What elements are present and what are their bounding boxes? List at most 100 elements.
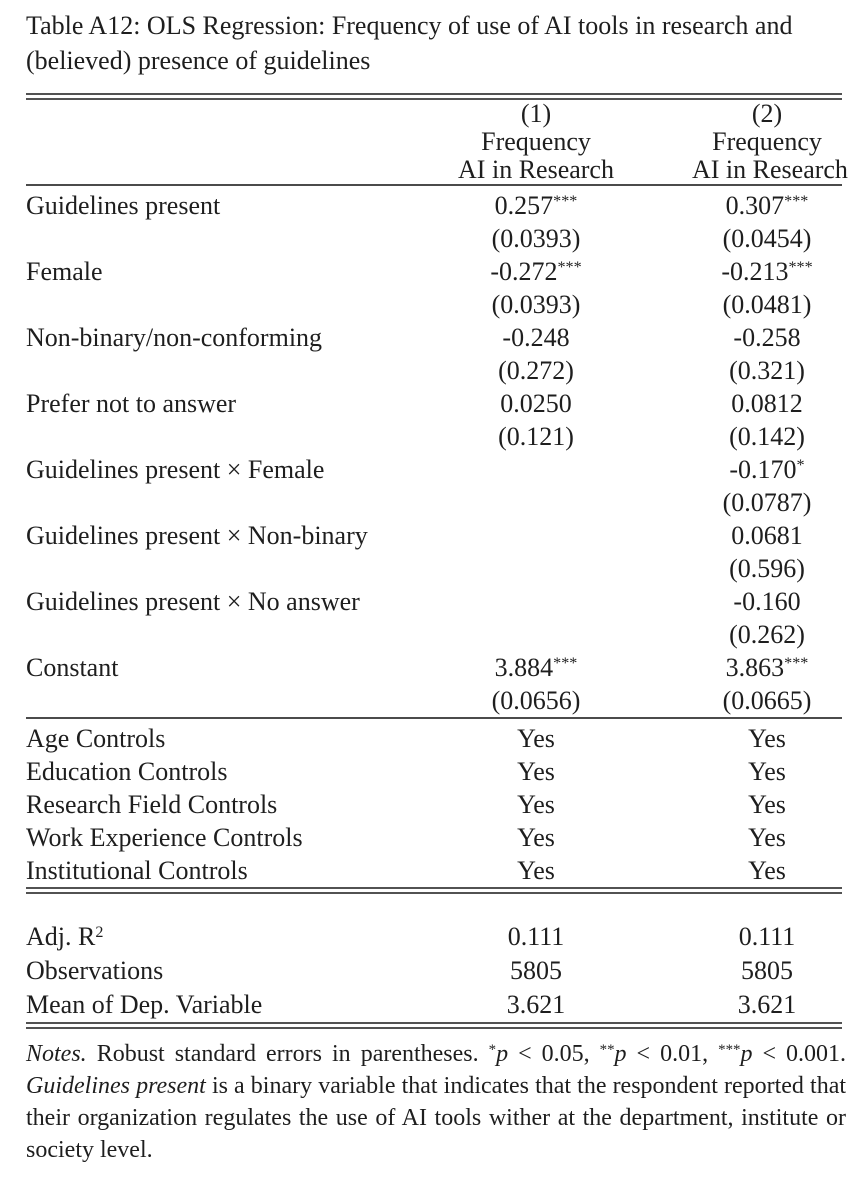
std-error: (0.121) xyxy=(498,422,574,451)
control-row: Institutional Controls Yes Yes xyxy=(26,854,842,888)
coef-value: 3.884*** xyxy=(494,653,578,682)
column-2-number: (2) xyxy=(751,99,783,128)
std-error xyxy=(406,552,666,585)
row-label: Non-binary/non-conforming xyxy=(26,323,323,352)
control-value: Yes xyxy=(748,823,786,852)
se-row: (0.0656) (0.0665) xyxy=(26,684,842,718)
se-row: (0.272) (0.321) xyxy=(26,354,842,387)
row-label: Work Experience Controls xyxy=(26,823,303,852)
significance-stars: * xyxy=(796,456,805,474)
table-caption: Table A12: OLS Regression: Frequency of … xyxy=(26,11,793,75)
control-value: Yes xyxy=(748,790,786,819)
column-number-row: (1) (2) xyxy=(26,99,842,128)
coef-value: 0.307*** xyxy=(725,191,809,220)
notes-label: Notes. xyxy=(26,1041,87,1067)
std-error: (0.321) xyxy=(729,356,805,385)
row-label: Guidelines present xyxy=(26,191,221,220)
coef-value: 0.257*** xyxy=(494,191,578,220)
std-error: (0.0787) xyxy=(722,488,812,517)
p-symbol: p xyxy=(496,1041,509,1067)
column-1-depvar-line2: AI in Research xyxy=(458,155,614,184)
row-label: Adj. R2 xyxy=(26,922,104,951)
std-error: (0.596) xyxy=(729,554,805,583)
coef-value xyxy=(406,519,666,552)
coef-value: -0.258 xyxy=(733,323,801,352)
se-row: (0.596) xyxy=(26,552,842,585)
row-label: Education Controls xyxy=(26,757,228,786)
coef-value: 0.0681 xyxy=(731,521,803,550)
control-value: Yes xyxy=(748,757,786,786)
row-label: Mean of Dep. Variable xyxy=(26,990,263,1019)
r-squared-exponent: 2 xyxy=(95,923,104,941)
stats-double-rule xyxy=(26,887,842,894)
std-error: (0.0656) xyxy=(491,686,581,715)
coef-row: Female -0.272*** -0.213*** xyxy=(26,255,842,288)
controls-section: Age Controls Yes Yes Education Controls … xyxy=(26,722,842,920)
row-label: Guidelines present × Non-binary xyxy=(26,521,368,550)
stat-value: 3.621 xyxy=(737,990,797,1019)
row-label: Research Field Controls xyxy=(26,790,278,819)
stat-row: Adj. R2 0.111 0.111 xyxy=(26,920,842,954)
stat-value: 5805 xyxy=(510,956,562,985)
coef-row: Guidelines present × No answer -0.160 xyxy=(26,585,842,618)
control-row: Work Experience Controls Yes Yes xyxy=(26,821,842,854)
column-1-depvar-line1: Frequency xyxy=(481,127,591,156)
coef-row: Guidelines present × Female -0.170* xyxy=(26,453,842,486)
control-value: Yes xyxy=(748,856,786,885)
std-error: (0.0393) xyxy=(491,290,581,319)
control-value: Yes xyxy=(517,724,555,753)
significance-stars: *** xyxy=(553,192,578,210)
column-2-depvar-line2: AI in Research xyxy=(692,155,848,184)
control-row: Education Controls Yes Yes xyxy=(26,755,842,788)
stat-value: 0.111 xyxy=(738,922,796,951)
controls-rule xyxy=(26,717,842,722)
coef-value xyxy=(406,585,666,618)
header-empty-cell xyxy=(26,99,406,128)
significance-stars: *** xyxy=(788,258,813,276)
coef-value: 0.0250 xyxy=(500,389,572,418)
coefficients-section: Guidelines present 0.257*** 0.307*** (0.… xyxy=(26,189,842,722)
std-error xyxy=(406,486,666,519)
header-rule xyxy=(26,184,842,189)
notes-term: Guidelines present xyxy=(26,1073,206,1099)
section-spacer xyxy=(26,893,842,920)
p-symbol: p xyxy=(740,1041,753,1067)
se-row: (0.0393) (0.0454) xyxy=(26,222,842,255)
coef-value: -0.160 xyxy=(733,587,801,616)
control-value: Yes xyxy=(517,757,555,786)
coef-value: -0.272*** xyxy=(490,257,582,286)
coef-value: -0.248 xyxy=(502,323,570,352)
row-label: Female xyxy=(26,257,103,286)
significance-stars: *** xyxy=(784,192,809,210)
table-header: (1) (2) Frequency Frequency AI in Resear… xyxy=(26,93,848,189)
coef-value: -0.170* xyxy=(729,455,805,484)
row-label: Constant xyxy=(26,653,119,682)
coef-row: Guidelines present × Non-binary 0.0681 xyxy=(26,519,842,552)
std-error: (0.0454) xyxy=(722,224,812,253)
std-error: (0.142) xyxy=(729,422,805,451)
se-row: (0.262) xyxy=(26,618,842,651)
std-error: (0.272) xyxy=(498,356,574,385)
coef-value: 0.0812 xyxy=(731,389,803,418)
significance-stars: *** xyxy=(553,654,578,672)
top-double-rule xyxy=(26,93,842,100)
coef-row: Guidelines present 0.257*** 0.307*** xyxy=(26,189,842,222)
dep-var-row-1: Frequency Frequency xyxy=(26,128,842,156)
notes-body: is a binary variable that indicates that… xyxy=(26,1073,847,1163)
significance-stars: *** xyxy=(557,258,582,276)
significance-stars: *** xyxy=(718,1041,741,1058)
row-label: Prefer not to answer xyxy=(26,389,237,418)
control-value: Yes xyxy=(748,724,786,753)
row-label: Observations xyxy=(26,956,164,985)
stat-value: 0.111 xyxy=(507,922,565,951)
std-error: (0.0665) xyxy=(722,686,812,715)
se-row: (0.0393) (0.0481) xyxy=(26,288,842,321)
coef-value: -0.213*** xyxy=(721,257,813,286)
stat-value: 3.621 xyxy=(506,990,566,1019)
control-value: Yes xyxy=(517,856,555,885)
table-notes: Notes. Robust standard errors in parenth… xyxy=(26,1041,847,1163)
regression-table: (1) (2) Frequency Frequency AI in Resear… xyxy=(26,93,848,1029)
column-2-depvar-line1: Frequency xyxy=(712,127,822,156)
std-error xyxy=(406,618,666,651)
